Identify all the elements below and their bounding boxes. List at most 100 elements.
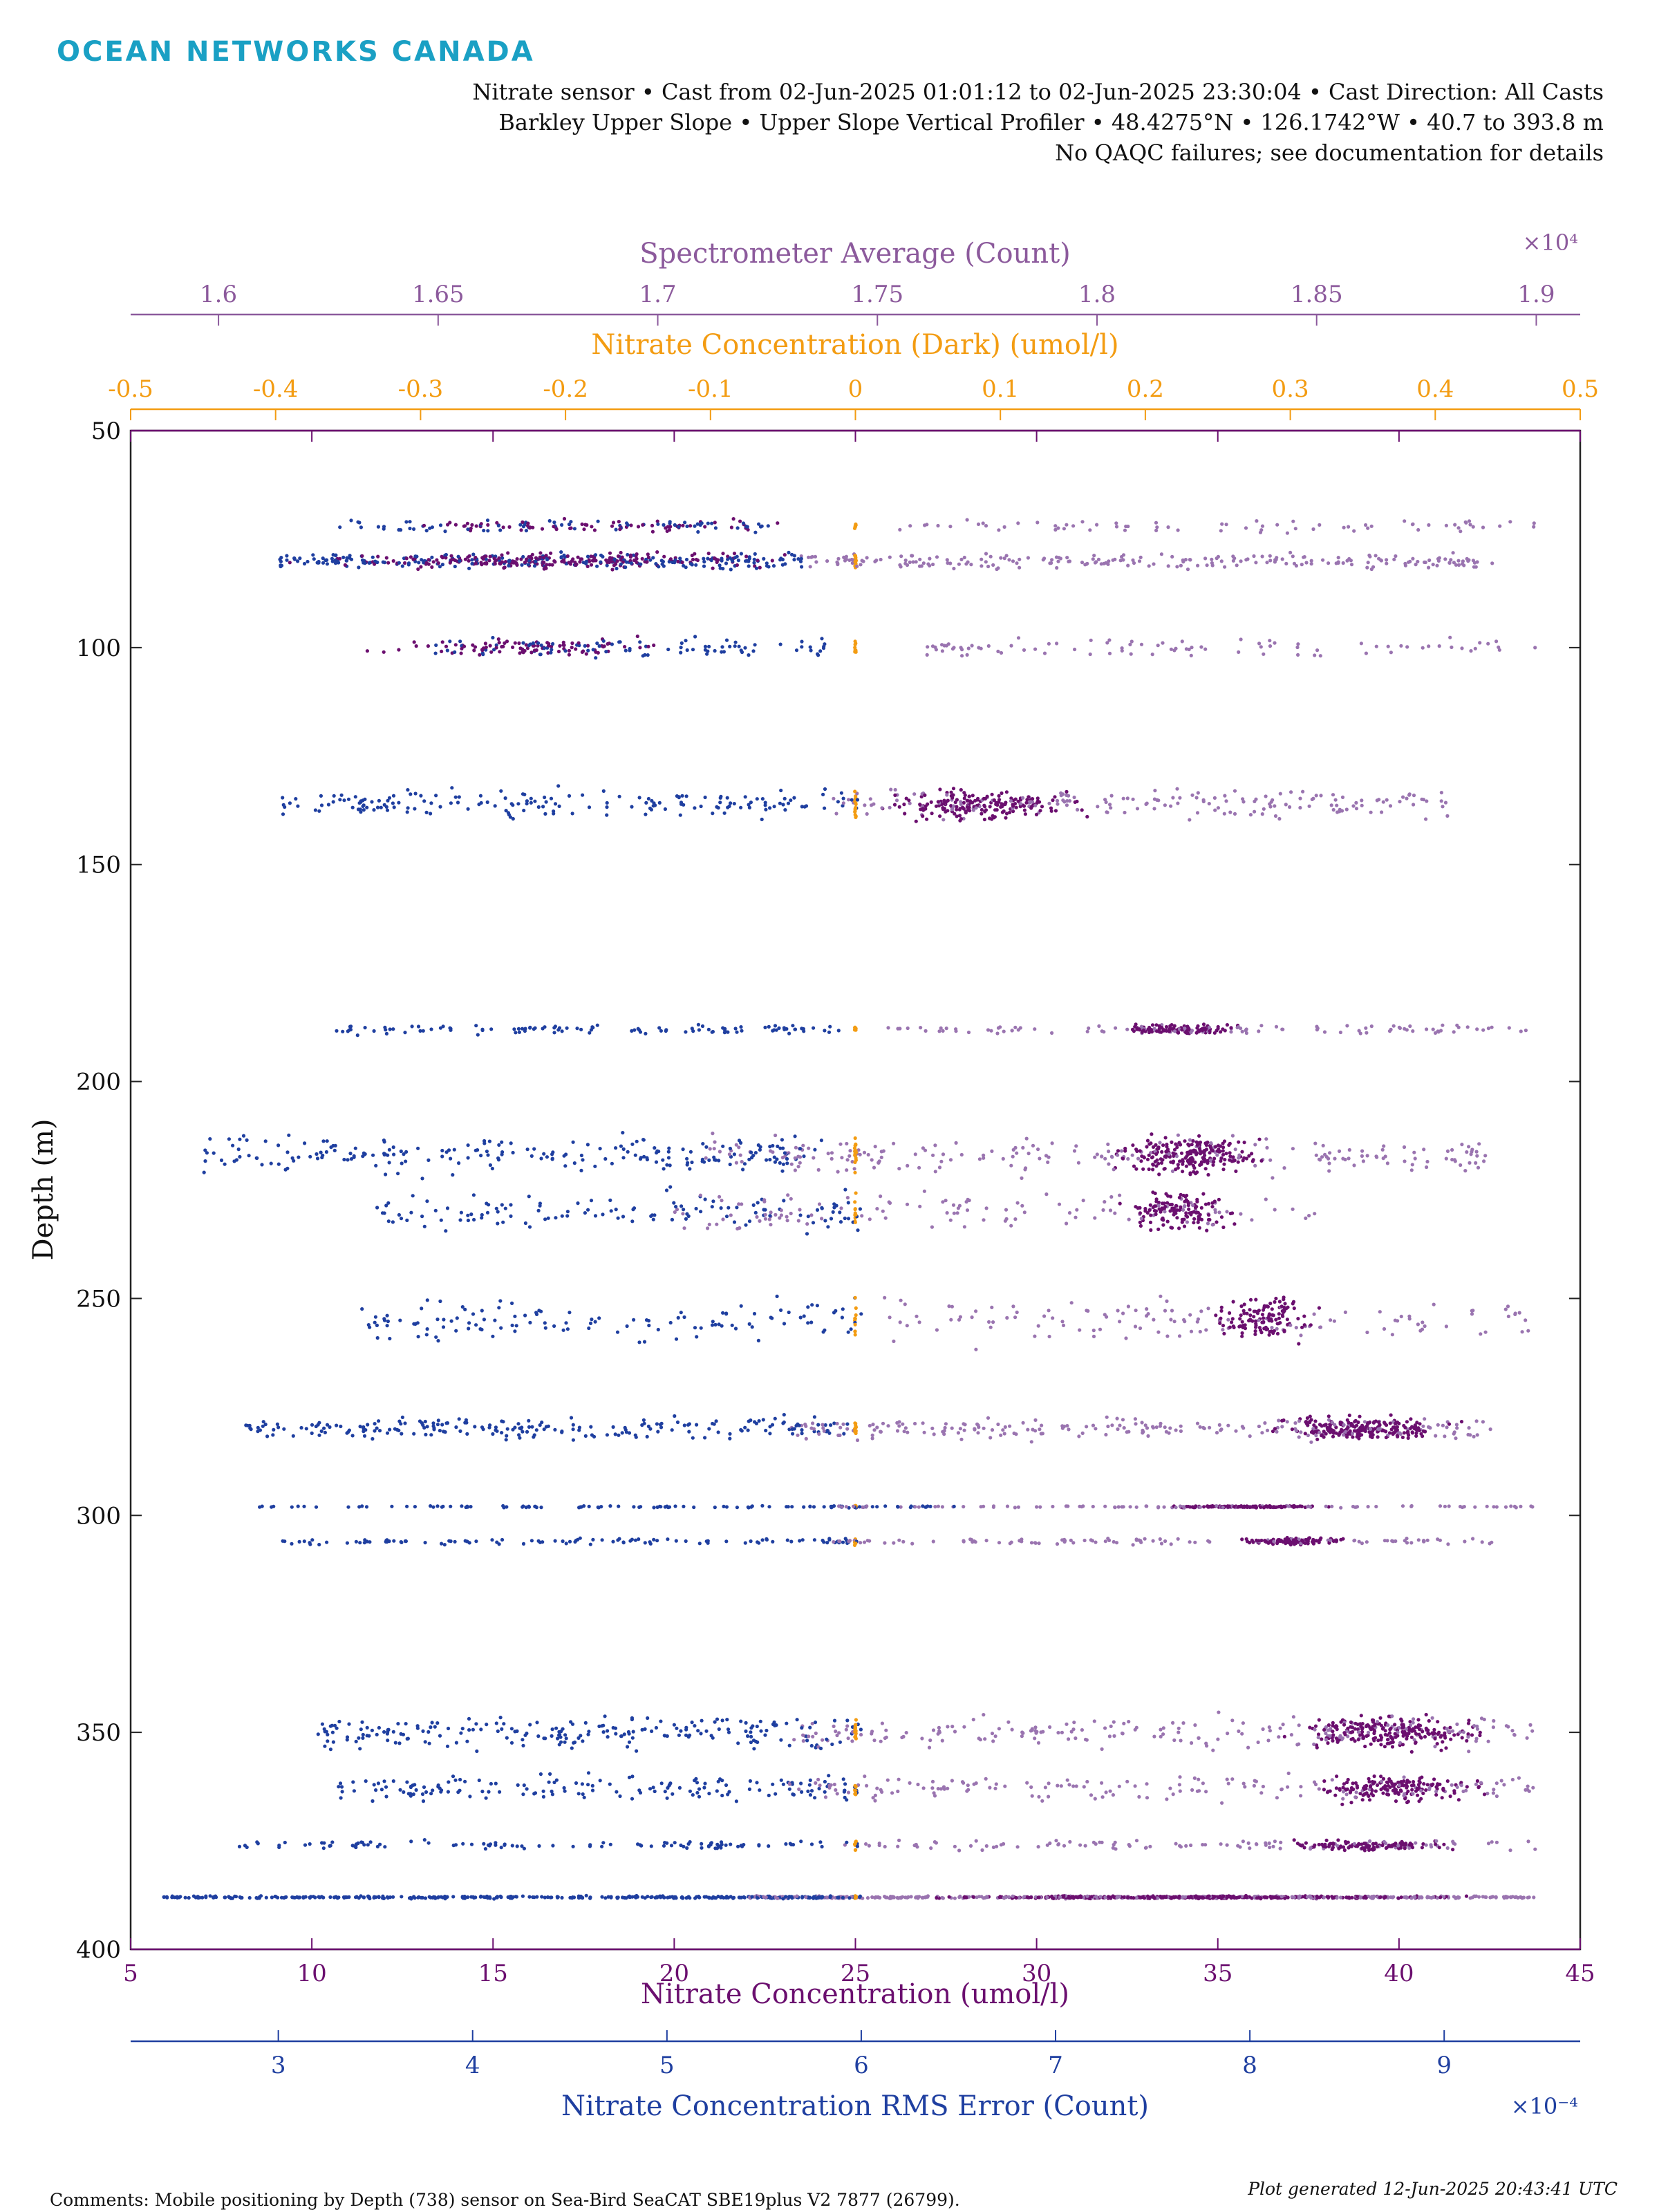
spectrometer-point — [814, 560, 818, 564]
nitrate-point — [1206, 1201, 1211, 1206]
rms-point — [755, 797, 759, 801]
spectrometer-point — [1015, 1151, 1019, 1155]
rms-point — [425, 1298, 429, 1302]
spectrometer-point — [1116, 1309, 1120, 1313]
nitrate-point — [502, 566, 506, 570]
spectrometer-point — [1129, 652, 1133, 656]
spectrometer-point — [1282, 1166, 1286, 1170]
spectrometer-point — [1158, 1537, 1162, 1541]
rms-point — [363, 561, 367, 565]
spectrometer-point — [964, 1200, 968, 1204]
nitrate-point — [1242, 1141, 1246, 1145]
spectrometer-point — [939, 1159, 944, 1163]
rms-point — [282, 1427, 286, 1431]
spectrometer-point — [962, 1539, 966, 1543]
spectrometer-point — [1189, 1329, 1194, 1333]
spectrometer-point — [1001, 1156, 1005, 1161]
nitrate-point — [1410, 1430, 1414, 1434]
spectrometer-point — [1259, 1024, 1264, 1028]
rms-point — [626, 523, 630, 527]
rms-point — [785, 1538, 789, 1542]
nitrate-point — [288, 561, 292, 565]
rms-point — [509, 802, 514, 806]
nitrate-point — [1203, 1167, 1208, 1171]
spectrometer-point — [1416, 527, 1421, 532]
rms-point — [587, 1326, 591, 1331]
spectrometer-point — [1443, 1504, 1447, 1508]
spectrometer-point — [1236, 1025, 1240, 1029]
nitrate-point — [1241, 1159, 1245, 1163]
rms-point — [741, 1168, 745, 1172]
spectrometer-point — [1402, 1145, 1407, 1150]
spectrometer-point — [1382, 1327, 1387, 1331]
rms-point — [647, 1323, 651, 1328]
spectrometer-point — [1119, 1149, 1124, 1153]
rms-point — [845, 1422, 850, 1426]
nitrate-point — [1228, 1151, 1232, 1155]
rms-point — [845, 1718, 850, 1723]
rms-point — [717, 1322, 721, 1327]
spectrometer-point — [874, 559, 879, 563]
spectrometer-point — [1294, 1326, 1298, 1330]
rms-point — [552, 812, 556, 816]
spectrometer-point — [982, 1426, 986, 1430]
rms-point — [291, 1434, 295, 1438]
rms-point — [674, 1539, 678, 1543]
spectrometer-point — [1364, 523, 1368, 527]
rms-point — [474, 1539, 478, 1544]
spectrometer-point — [1467, 1145, 1471, 1149]
rms-point — [296, 804, 300, 808]
nitrate-point — [980, 812, 984, 816]
nitrate-point — [1172, 1212, 1176, 1217]
rms-point — [258, 1428, 262, 1432]
spectrometer-point — [1035, 521, 1040, 525]
nitrate-point — [1219, 1159, 1223, 1163]
nitrate-point — [596, 650, 600, 655]
spectrometer-point — [1327, 561, 1331, 565]
nitrate-point — [951, 787, 956, 791]
spectrometer-point — [1080, 1431, 1085, 1435]
rms-point — [543, 812, 547, 816]
nitrate-point — [1176, 1163, 1180, 1167]
nitrate-point — [955, 805, 959, 809]
rms-point — [798, 1213, 803, 1217]
rms-point — [843, 1537, 847, 1541]
rms-point — [577, 1425, 582, 1430]
rms-point — [383, 1025, 387, 1029]
spectrometer-point — [1130, 1153, 1134, 1157]
spectrometer-point — [1093, 1216, 1097, 1220]
rms-point — [829, 1423, 833, 1427]
spectrometer-point — [1007, 558, 1011, 562]
rms-point — [666, 647, 671, 652]
rms-point — [661, 1158, 665, 1162]
nitrate-point — [1271, 1331, 1275, 1335]
nitrate-point — [488, 554, 492, 559]
nitrate-point — [991, 814, 995, 818]
rms-point — [787, 1743, 791, 1747]
spectrometer-point — [959, 1437, 964, 1441]
rms-point — [829, 1217, 834, 1221]
rms-point — [821, 792, 825, 796]
rms-point — [680, 794, 684, 798]
rms-point — [498, 1299, 503, 1303]
spectrometer-point — [863, 803, 867, 807]
rms-point — [561, 1539, 565, 1544]
nitrate-point — [1003, 802, 1007, 806]
spectrometer-point — [860, 1214, 864, 1218]
rms-point — [737, 644, 741, 648]
rms-point — [688, 1150, 693, 1154]
rms-point — [422, 559, 426, 563]
nitrate-point — [462, 644, 467, 648]
rms-point — [342, 1157, 346, 1162]
rms-point — [819, 1138, 823, 1143]
rms-point — [494, 643, 498, 647]
spectrometer-point — [1159, 1421, 1163, 1425]
spectrometer-point — [1455, 1023, 1459, 1027]
spectrometer-point — [1165, 1299, 1169, 1303]
rms-point — [595, 564, 599, 568]
spectrometer-point — [1513, 1312, 1517, 1316]
spectrometer-point — [1476, 1165, 1481, 1170]
rms-point — [684, 1539, 688, 1544]
rms-point — [728, 644, 732, 649]
rms-point — [354, 1539, 359, 1544]
